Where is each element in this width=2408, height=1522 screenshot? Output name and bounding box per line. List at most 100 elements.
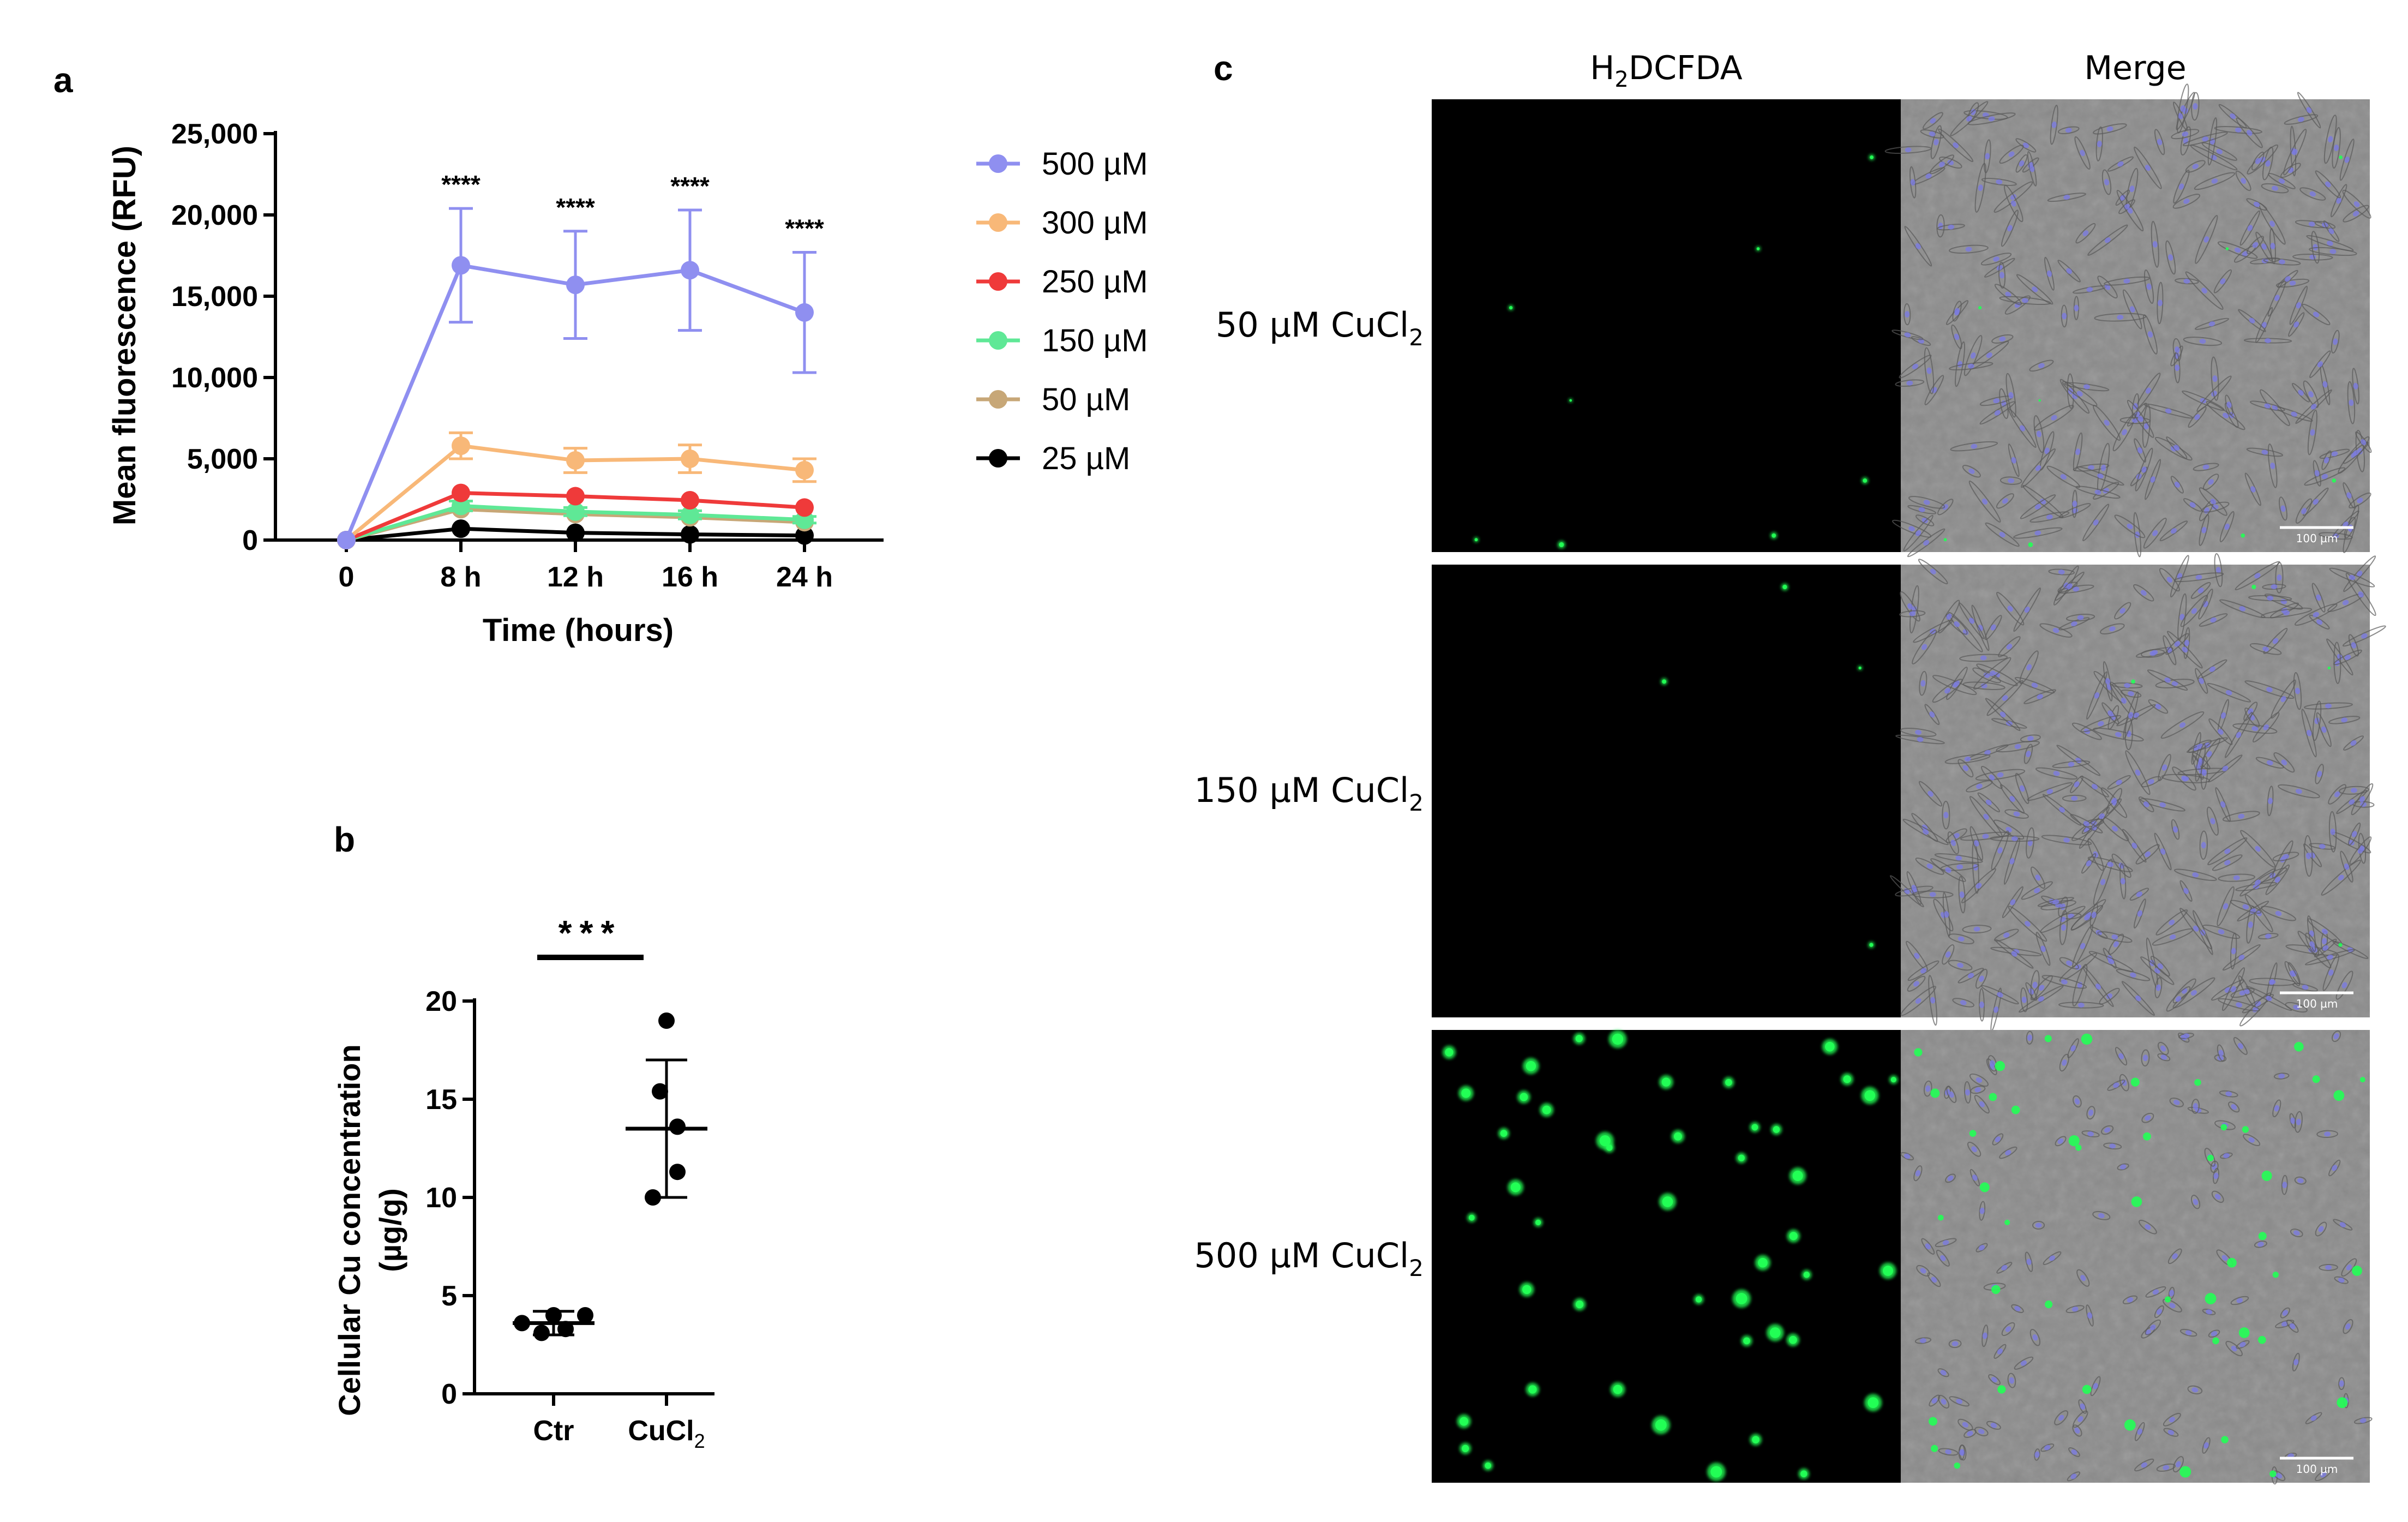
cell (2236, 117, 2263, 148)
nucleus (2116, 780, 2122, 786)
nucleus (2333, 1033, 2339, 1040)
cell (1899, 355, 1932, 379)
fluorescent-cell-overlay (1989, 1093, 1997, 1101)
nucleus (2275, 910, 2282, 916)
cell (2230, 900, 2262, 914)
fluorescent-cell (1843, 1075, 1851, 1083)
cell (2222, 811, 2260, 822)
nucleus (2344, 655, 2351, 660)
cell (2019, 650, 2039, 684)
cell (1913, 1165, 1923, 1182)
nucleus (1926, 863, 1933, 869)
cell (1918, 559, 1948, 585)
nucleus (1991, 1376, 1998, 1383)
nucleus (2128, 712, 2134, 719)
nucleus (2254, 573, 2261, 579)
nucleus (2141, 466, 2147, 473)
nucleus (2213, 1172, 2219, 1179)
nucleus (2035, 1223, 2042, 1228)
fluorescent-cell (1655, 1419, 1667, 1431)
cell (2280, 163, 2301, 178)
cell (2087, 856, 2133, 872)
cell (2246, 447, 2284, 457)
nucleus (2157, 299, 2163, 307)
fluorescent-cell (1461, 1088, 1471, 1098)
x-tick-label: 0 (339, 561, 355, 593)
cell (1950, 441, 1998, 452)
cell (2145, 1319, 2161, 1335)
nucleus (2271, 584, 2278, 590)
nucleus (2324, 1131, 2331, 1137)
cell (1900, 728, 1937, 737)
nucleus (2169, 1303, 2176, 1309)
significance-label: *** (559, 913, 622, 952)
column-header: Merge (2084, 49, 2186, 87)
nucleus (1956, 864, 1963, 870)
cell (1892, 519, 1932, 538)
cell (2218, 104, 2247, 129)
nucleus (2210, 617, 2217, 623)
cell (1967, 1141, 1981, 1157)
nucleus (2109, 1143, 2116, 1149)
cell (2114, 514, 2146, 538)
cell (2167, 1248, 2182, 1265)
row-label: 50 µM CuCl2 (1216, 305, 1424, 351)
nucleus (2119, 608, 2126, 614)
nucleus (2009, 796, 2015, 802)
nucleus (1972, 1175, 1978, 1181)
cell (2206, 401, 2245, 430)
nucleus (2331, 451, 2338, 457)
nucleus (2262, 646, 2269, 652)
cell (1906, 871, 1922, 905)
nucleus (2253, 201, 2260, 207)
cell (2122, 1295, 2138, 1304)
nucleus (2341, 717, 2348, 723)
nucleus (2247, 130, 2253, 136)
cell (2156, 1463, 2176, 1472)
cell (1963, 1429, 1977, 1438)
nucleus (2152, 241, 2158, 248)
fluorescent-cell-overlay (2339, 155, 2343, 159)
cell (1981, 1324, 1989, 1347)
y-tick-label: 10 (425, 1182, 457, 1214)
nucleus (2179, 722, 2186, 728)
nucleus (2038, 363, 2045, 369)
fluorescent-cell (1858, 666, 1861, 670)
nucleus (2163, 1465, 2170, 1470)
nucleus (2339, 1222, 2346, 1227)
cell (2072, 963, 2088, 1006)
legend-label: 500 µM (1042, 146, 1148, 182)
nucleus (2173, 445, 2180, 451)
nucleus (2352, 211, 2359, 217)
cell (2072, 1095, 2082, 1108)
fluorescent-cell (1772, 533, 1776, 538)
nucleus (1974, 1087, 1981, 1093)
cell (2196, 375, 2232, 412)
cell (1971, 604, 1990, 651)
nucleus (2267, 596, 2274, 601)
cell (2061, 304, 2068, 328)
cell (1948, 612, 1983, 652)
cell (2090, 1376, 2101, 1397)
legend-label: 150 µM (1042, 323, 1148, 358)
cell (2141, 776, 2161, 788)
nucleus (2338, 874, 2344, 880)
nucleus (2296, 1118, 2301, 1125)
nucleus (2292, 149, 2298, 155)
nucleus (2145, 1115, 2151, 1121)
nucleus (2319, 843, 2326, 849)
cell (2339, 786, 2369, 795)
nucleus (2203, 236, 2209, 243)
cell (2294, 603, 2338, 626)
cell (2173, 352, 2181, 384)
nucleus (2241, 177, 2247, 184)
x-axis-label: Time (hours) (483, 613, 674, 648)
nucleus (2346, 1264, 2352, 1271)
nucleus (2073, 586, 2080, 592)
nucleus (1945, 867, 1951, 873)
cell (2182, 131, 2228, 147)
nucleus (2166, 577, 2173, 583)
cell (1984, 615, 2002, 640)
cell (1914, 1337, 1932, 1344)
cell (2271, 679, 2296, 719)
